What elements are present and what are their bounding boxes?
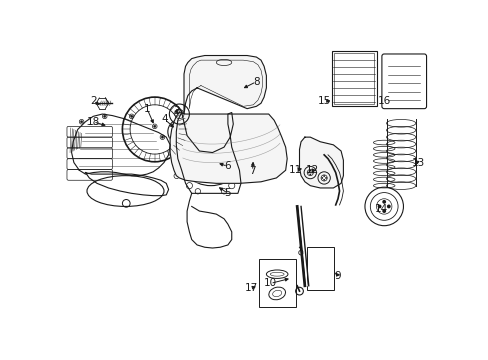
Text: 13: 13 (410, 158, 424, 167)
Circle shape (309, 174, 310, 175)
Text: 16: 16 (377, 96, 390, 106)
Circle shape (130, 115, 133, 117)
Text: 14: 14 (374, 204, 388, 214)
Text: 5: 5 (224, 188, 231, 198)
Text: 18: 18 (86, 117, 100, 127)
Text: 9: 9 (334, 271, 341, 281)
Text: 2: 2 (90, 96, 96, 106)
Circle shape (311, 172, 312, 174)
Circle shape (153, 125, 156, 127)
Polygon shape (299, 137, 343, 188)
Text: 10: 10 (263, 278, 276, 288)
Circle shape (382, 209, 386, 213)
Bar (333, 53, 373, 104)
Circle shape (307, 172, 308, 174)
Text: 4: 4 (161, 114, 168, 125)
Circle shape (309, 170, 310, 172)
Circle shape (81, 121, 82, 123)
Bar (258, 259, 295, 307)
Circle shape (386, 204, 390, 208)
Circle shape (325, 177, 326, 179)
Text: 6: 6 (224, 161, 231, 171)
Text: 1: 1 (143, 104, 150, 114)
Polygon shape (183, 55, 266, 114)
Circle shape (321, 177, 323, 179)
Circle shape (323, 179, 325, 181)
Bar (331, 51, 376, 106)
Text: 7: 7 (249, 166, 255, 176)
Text: 17: 17 (244, 283, 257, 293)
Text: 11: 11 (288, 165, 302, 175)
Text: 12: 12 (305, 165, 319, 175)
Circle shape (323, 175, 325, 177)
Text: 3: 3 (173, 106, 179, 116)
Circle shape (103, 115, 105, 117)
Circle shape (161, 136, 163, 138)
Circle shape (382, 200, 386, 204)
Bar (306, 247, 333, 289)
Text: 15: 15 (317, 96, 330, 106)
Circle shape (377, 204, 381, 208)
Text: 8: 8 (253, 77, 259, 87)
Polygon shape (170, 112, 286, 183)
